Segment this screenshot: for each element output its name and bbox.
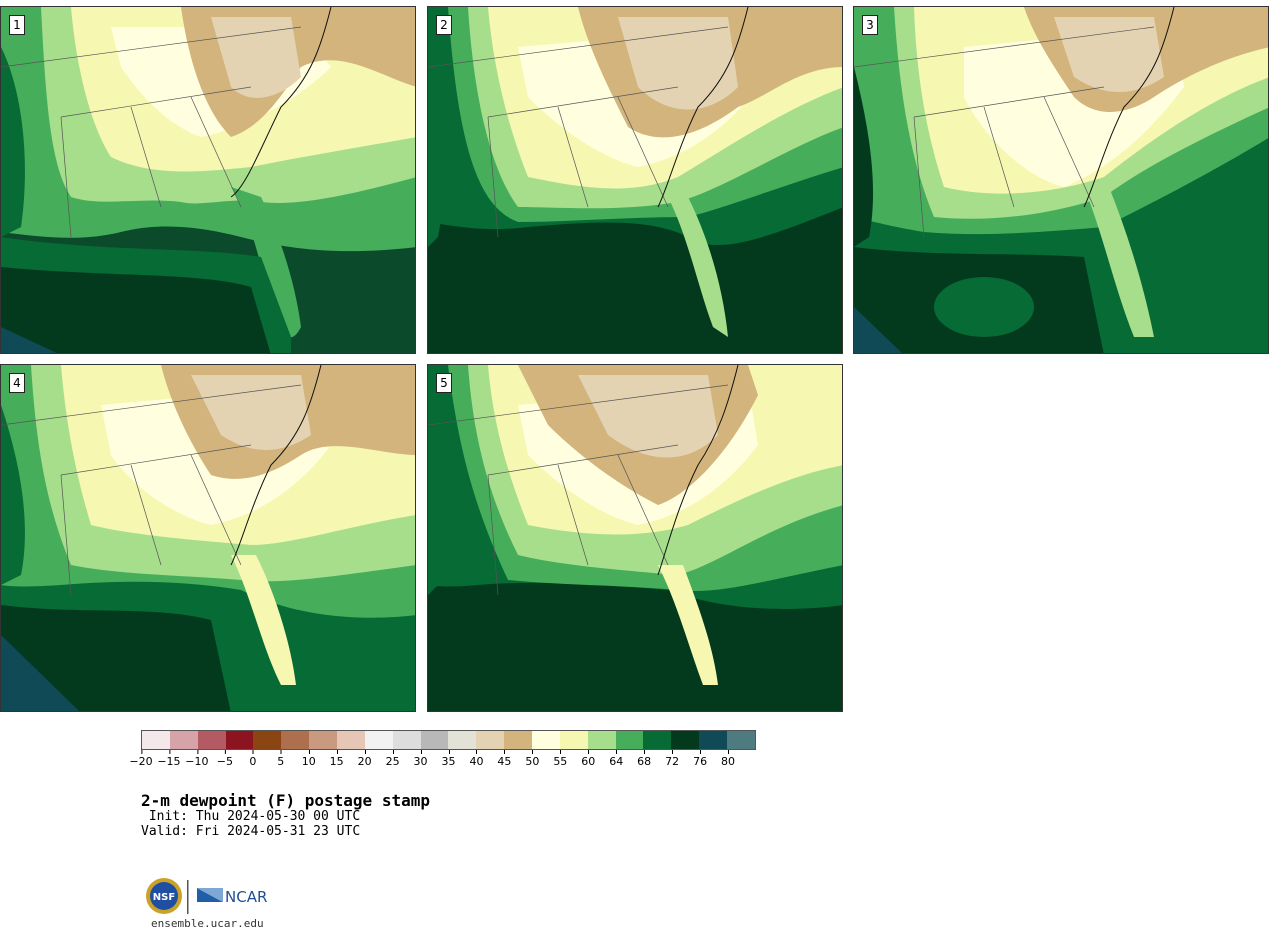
colorbar-swatch bbox=[643, 731, 672, 749]
map-panel-4: 4 bbox=[0, 364, 416, 712]
colorbar-swatch bbox=[699, 731, 728, 749]
ncar-logo-text: NCAR bbox=[225, 888, 267, 906]
nsf-logo-text: NSF bbox=[153, 892, 175, 903]
map-panel-2: 2 bbox=[427, 6, 843, 354]
colorbar-tick-text: 68 bbox=[637, 755, 652, 768]
colorbar-swatch bbox=[420, 731, 449, 749]
map-panel-1: 1 bbox=[0, 6, 416, 354]
dewpoint-map-5 bbox=[428, 365, 842, 711]
colorbar-tick-label: 10 bbox=[302, 750, 316, 768]
colorbar-tick-label: −20 bbox=[129, 750, 153, 768]
colorbar-tick-text: 25 bbox=[385, 755, 400, 768]
colorbar-tick-text: 20 bbox=[357, 755, 372, 768]
colorbar-swatch bbox=[337, 731, 365, 749]
plot-title: 2-m dewpoint (F) postage stamp bbox=[141, 791, 430, 810]
colorbar-swatch bbox=[169, 731, 198, 749]
colorbar-tick-label: −15 bbox=[157, 750, 181, 768]
colorbar-swatch bbox=[727, 731, 755, 749]
colorbar-tick-text: 55 bbox=[553, 755, 568, 768]
nsf-logo-icon: NSF bbox=[146, 878, 182, 914]
colorbar-tick-text: 0 bbox=[249, 755, 257, 768]
colorbar-tick-label: 68 bbox=[637, 750, 651, 768]
colorbar-swatch bbox=[142, 731, 170, 749]
colorbar-swatch bbox=[504, 731, 533, 749]
colorbar-swatch bbox=[253, 731, 282, 749]
colorbar-swatch bbox=[615, 731, 644, 749]
colorbar-swatch bbox=[559, 731, 588, 749]
colorbar-swatch bbox=[225, 731, 254, 749]
colorbar-swatch bbox=[392, 731, 421, 749]
panel-number: 4 bbox=[9, 373, 25, 393]
colorbar-tick-text: 60 bbox=[581, 755, 596, 768]
colorbar-ticks: −20 −15 −10 −5 0 5 10 15 20 25 30 35 40 45 50 55 60 64 68 7… bbox=[129, 750, 756, 770]
panel-number: 1 bbox=[9, 15, 25, 35]
ncar-logo-icon: NCAR bbox=[187, 880, 267, 914]
dewpoint-map-1 bbox=[1, 7, 415, 353]
dewpoint-map-3 bbox=[854, 7, 1268, 353]
panel-number: 3 bbox=[862, 15, 878, 35]
dewpoint-map-2 bbox=[428, 7, 842, 353]
colorbar-tick-label: 20 bbox=[358, 750, 372, 768]
colorbar-tick-text: −10 bbox=[185, 755, 209, 768]
colorbar-tick-label: −10 bbox=[185, 750, 209, 768]
footer-url: ensemble.ucar.edu bbox=[151, 917, 264, 930]
colorbar-tick-text: 50 bbox=[525, 755, 540, 768]
colorbar-tick-text: 15 bbox=[329, 755, 344, 768]
colorbar-swatch bbox=[197, 731, 226, 749]
panel-number: 2 bbox=[436, 15, 452, 35]
valid-time: Valid: Fri 2024-05-31 23 UTC bbox=[141, 824, 361, 839]
colorbar-swatch bbox=[476, 731, 505, 749]
panel-number: 5 bbox=[436, 373, 452, 393]
colorbar-tick-label: 76 bbox=[693, 750, 707, 768]
init-time: Init: Thu 2024-05-30 00 UTC bbox=[141, 809, 361, 824]
map-panel-5: 5 bbox=[427, 364, 843, 712]
colorbar-swatch bbox=[532, 731, 560, 749]
colorbar-tick-text: 30 bbox=[413, 755, 428, 768]
colorbar-swatch bbox=[309, 731, 338, 749]
colorbar-tick-label: 72 bbox=[665, 750, 679, 768]
colorbar-swatch bbox=[281, 731, 310, 749]
colorbar-tick-label: 5 bbox=[277, 750, 284, 768]
colorbar-tick-text: 35 bbox=[441, 755, 456, 768]
colorbar-tick-text: 64 bbox=[609, 755, 624, 768]
colorbar-tick-label: 35 bbox=[442, 750, 456, 768]
colorbar-tick-label: 0 bbox=[249, 750, 256, 768]
colorbar-tick-text: 45 bbox=[497, 755, 512, 768]
colorbar-tick-text: −15 bbox=[157, 755, 181, 768]
colorbar-tick-label: 40 bbox=[469, 750, 483, 768]
colorbar-tick-label: 55 bbox=[553, 750, 567, 768]
colorbar-tick-text: 5 bbox=[277, 755, 285, 768]
colorbar-tick-text: 40 bbox=[469, 755, 484, 768]
map-panel-3: 3 bbox=[853, 6, 1269, 354]
colorbar-tick-text: 80 bbox=[721, 755, 736, 768]
colorbar-tick-text: 72 bbox=[665, 755, 680, 768]
colorbar-swatch bbox=[671, 731, 700, 749]
colorbar-tick-label: 60 bbox=[581, 750, 595, 768]
colorbar-tick-label: 25 bbox=[386, 750, 400, 768]
colorbar-tick-label: 30 bbox=[414, 750, 428, 768]
colorbar-tick-label: 15 bbox=[330, 750, 344, 768]
colorbar-tick-text: 10 bbox=[301, 755, 316, 768]
colorbar-tick-text: −20 bbox=[129, 755, 153, 768]
colorbar-tick-text: 76 bbox=[693, 755, 708, 768]
colorbar-tick-label: 50 bbox=[525, 750, 539, 768]
colorbar-swatch bbox=[448, 731, 477, 749]
colorbar-tick-label: 64 bbox=[609, 750, 623, 768]
colorbar-swatch bbox=[364, 731, 393, 749]
colorbar-swatch bbox=[587, 731, 616, 749]
colorbar bbox=[141, 730, 756, 750]
dewpoint-map-4 bbox=[1, 365, 415, 711]
colorbar-tick-label: 80 bbox=[721, 750, 735, 768]
colorbar-tick-label: 45 bbox=[497, 750, 511, 768]
colorbar-tick-text: −5 bbox=[216, 755, 233, 768]
colorbar-tick-label: −5 bbox=[217, 750, 233, 768]
